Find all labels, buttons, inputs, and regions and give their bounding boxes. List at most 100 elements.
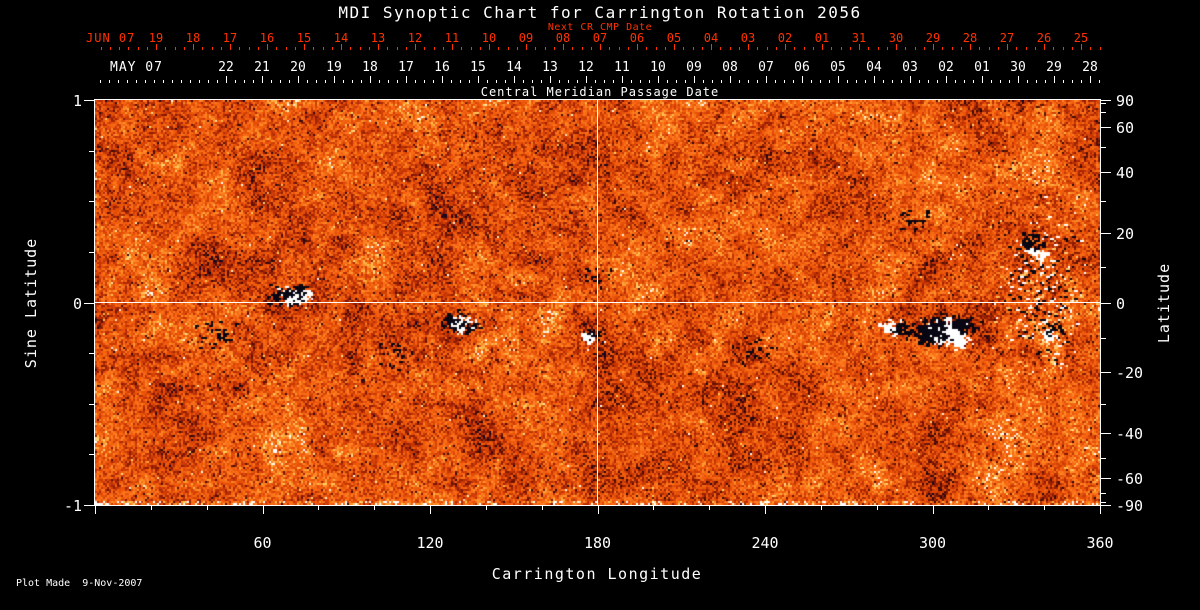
cmp-axis-major-tick — [262, 76, 263, 83]
next-cr-axis-minor-tick — [239, 47, 240, 50]
next-cr-month-label: JUN 07 — [86, 31, 136, 45]
longitude-minor-tick — [709, 506, 710, 510]
next-cr-date-tick-label: 07 — [592, 31, 608, 45]
next-cr-axis-major-tick — [785, 44, 786, 50]
cmp-axis-minor-tick — [919, 80, 920, 83]
next-cr-date-tick-label: 03 — [740, 31, 756, 45]
latitude-tick-label: 0 — [1116, 294, 1126, 313]
cmp-axis-minor-tick — [343, 80, 344, 83]
next-cr-axis-major-tick — [637, 44, 638, 50]
cmp-axis-major-tick — [694, 76, 695, 83]
next-cr-axis-minor-tick — [665, 47, 666, 50]
next-cr-axis-major-tick — [415, 44, 416, 50]
cmp-axis-minor-tick — [217, 80, 218, 83]
sine-latitude-major-tick — [84, 303, 94, 304]
next-cr-axis-minor-tick — [813, 47, 814, 50]
cmp-axis-minor-tick — [757, 80, 758, 83]
next-cr-date-tick-label: 13 — [370, 31, 386, 45]
cmp-axis-major-tick — [946, 76, 947, 83]
next-cr-axis-minor-tick — [517, 47, 518, 50]
cmp-axis-minor-tick — [829, 80, 830, 83]
next-cr-axis-minor-tick — [258, 47, 259, 50]
next-cr-axis-minor-tick — [212, 47, 213, 50]
cmp-date-tick-label: 22 — [218, 60, 234, 75]
next-cr-axis-minor-tick — [184, 47, 185, 50]
next-cr-axis-major-tick — [1044, 44, 1045, 50]
latitude-major-tick — [1101, 505, 1111, 506]
next-cr-axis-major-tick — [378, 44, 379, 50]
next-cr-axis-minor-tick — [942, 47, 943, 50]
next-cr-date-tick-label: 02 — [777, 31, 793, 45]
longitude-tick-label: 60 — [253, 534, 272, 552]
cmp-axis-minor-tick — [1063, 80, 1064, 83]
cmp-date-tick-label: 15 — [470, 60, 486, 75]
cmp-axis-minor-tick — [352, 80, 353, 83]
next-cr-axis-minor-tick — [369, 47, 370, 50]
next-cr-date-tick-label: 14 — [333, 31, 349, 45]
next-cr-axis-minor-tick — [609, 47, 610, 50]
cmp-axis-minor-tick — [1045, 80, 1046, 83]
next-cr-date-tick-label: 08 — [555, 31, 571, 45]
longitude-tick-label: 120 — [416, 534, 444, 552]
cmp-axis-major-tick — [1054, 76, 1055, 83]
cmp-axis-minor-tick — [136, 80, 137, 83]
next-cr-axis-minor-tick — [1026, 47, 1027, 50]
latitude-minor-tick — [1101, 201, 1106, 202]
cmp-date-tick-label: 19 — [326, 60, 342, 75]
cmp-axis-major-tick — [766, 76, 767, 83]
next-cr-axis-minor-tick — [175, 47, 176, 50]
cmp-axis-minor-tick — [127, 80, 128, 83]
next-cr-axis-minor-tick — [730, 47, 731, 50]
chart-title: MDI Synoptic Chart for Carrington Rotati… — [338, 3, 862, 22]
cmp-axis-minor-tick — [541, 80, 542, 83]
next-cr-axis-major-tick — [304, 44, 305, 50]
latitude-minor-tick — [1101, 338, 1106, 339]
cmp-axis-minor-tick — [307, 80, 308, 83]
cmp-date-tick-label: 21 — [254, 60, 270, 75]
cmp-axis-minor-tick — [451, 80, 452, 83]
next-cr-axis-major-tick — [341, 44, 342, 50]
next-cr-axis-major-tick — [970, 44, 971, 50]
sine-latitude-major-tick — [84, 505, 94, 506]
meridian-180-line — [597, 100, 598, 505]
cmp-date-tick-label: 06 — [794, 60, 810, 75]
next-cr-date-tick-label: 27 — [999, 31, 1015, 45]
next-cr-axis-major-tick — [600, 44, 601, 50]
next-cr-axis-minor-tick — [443, 47, 444, 50]
latitude-major-tick — [1101, 100, 1111, 101]
cmp-date-tick-label: 16 — [434, 60, 450, 75]
latitude-minor-tick — [1101, 502, 1106, 503]
sine-latitude-minor-tick — [89, 353, 94, 354]
sine-latitude-axis-title: Sine Latitude — [22, 237, 40, 369]
cmp-date-tick-label: 14 — [506, 60, 522, 75]
cmp-axis-minor-tick — [685, 80, 686, 83]
next-cr-axis-major-tick — [156, 44, 157, 50]
next-cr-axis-major-tick — [230, 44, 231, 50]
next-cr-axis-minor-tick — [1035, 47, 1036, 50]
cmp-axis-minor-tick — [316, 80, 317, 83]
plot-made-date: Plot Made 9-Nov-2007 — [16, 578, 143, 589]
next-cr-axis-minor-tick — [683, 47, 684, 50]
cmp-axis-minor-tick — [1036, 80, 1037, 83]
next-cr-axis-minor-tick — [387, 47, 388, 50]
sine-latitude-tick-label: -1 — [63, 497, 82, 515]
latitude-major-tick — [1101, 233, 1111, 234]
cmp-axis-major-tick — [550, 76, 551, 83]
next-cr-axis-minor-tick — [878, 47, 879, 50]
next-cr-axis-minor-tick — [221, 47, 222, 50]
next-cr-date-tick-label: 29 — [925, 31, 941, 45]
cmp-axis-minor-tick — [199, 80, 200, 83]
sine-latitude-tick-label: 1 — [72, 92, 82, 110]
next-cr-date-tick-label: 25 — [1073, 31, 1089, 45]
cmp-axis-minor-tick — [118, 80, 119, 83]
next-cr-date-tick-label: 17 — [222, 31, 238, 45]
cmp-axis-minor-tick — [865, 80, 866, 83]
sine-latitude-minor-tick — [89, 454, 94, 455]
cmp-date-tick-label: 29 — [1046, 60, 1062, 75]
cmp-axis-minor-tick — [271, 80, 272, 83]
latitude-major-tick — [1101, 372, 1111, 373]
cmp-month-label: MAY 07 — [110, 60, 163, 75]
next-cr-axis-minor-tick — [480, 47, 481, 50]
next-cr-axis-minor-tick — [628, 47, 629, 50]
next-cr-axis-minor-tick — [924, 47, 925, 50]
